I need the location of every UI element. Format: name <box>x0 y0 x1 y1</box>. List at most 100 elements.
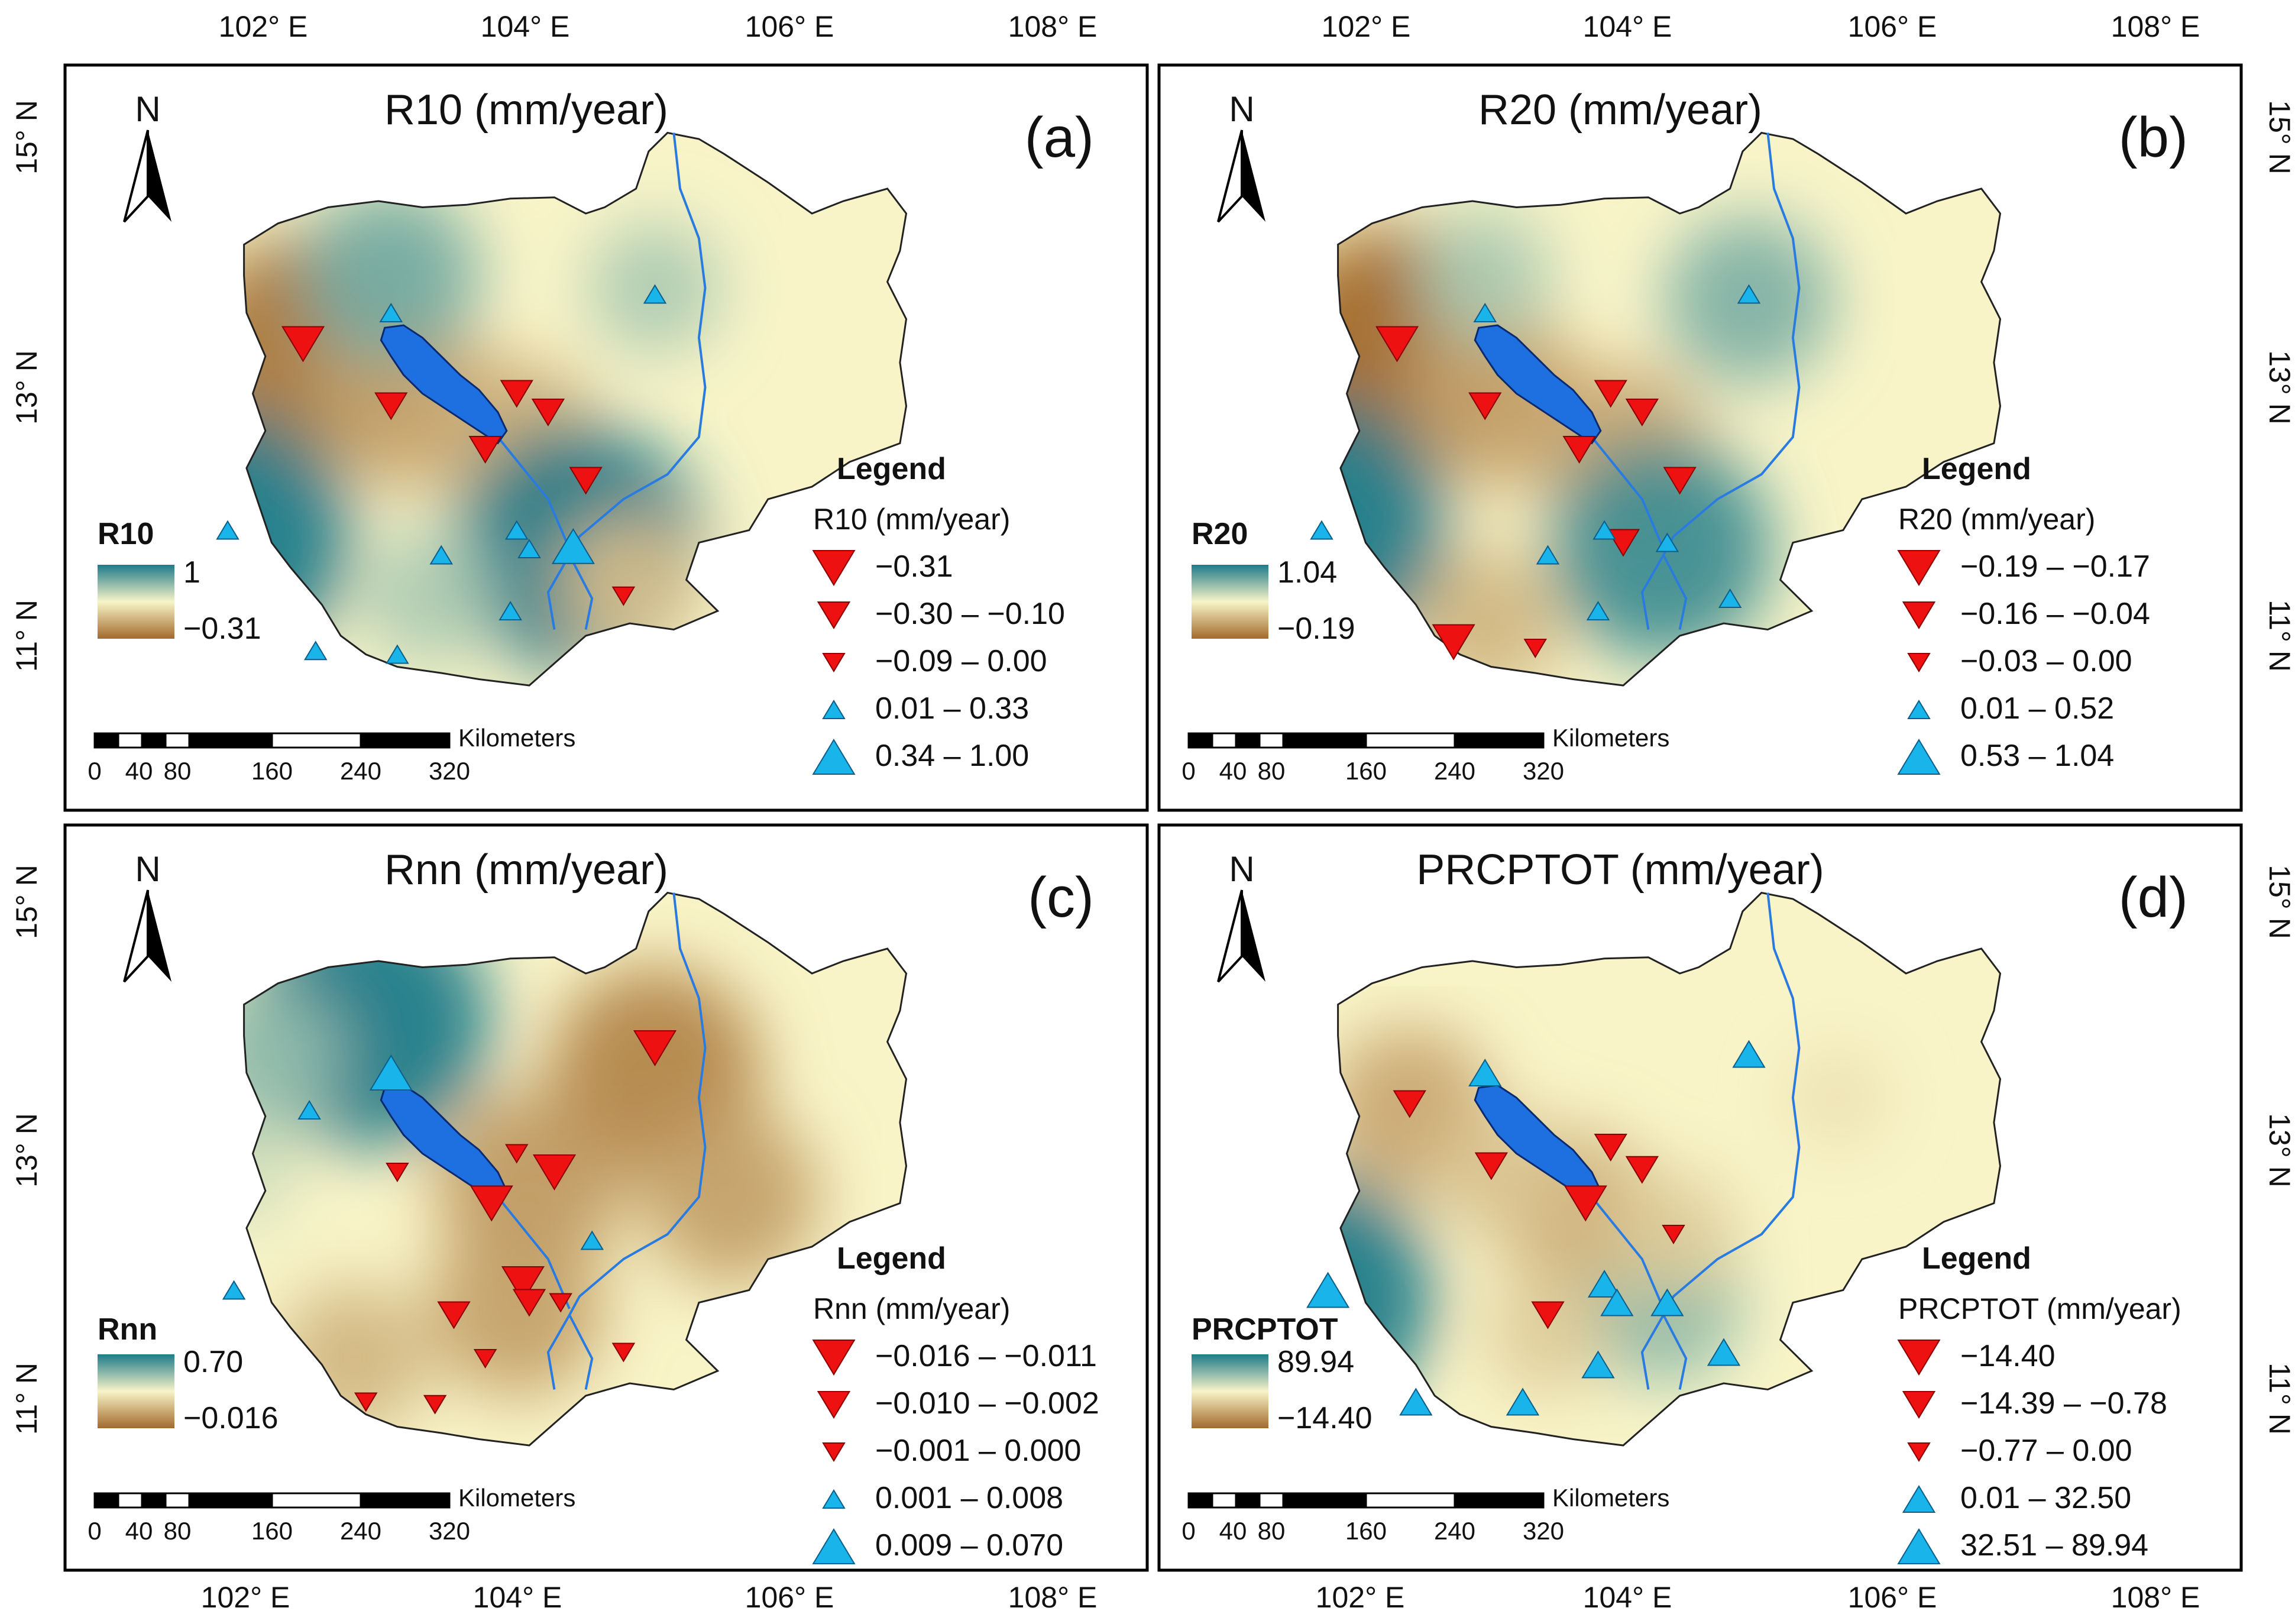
legend-class-label: −14.40 <box>1960 1339 2056 1373</box>
north-arrow-icon: N <box>123 849 171 983</box>
north-arrow-right <box>148 130 171 222</box>
bottom-longitude-label: 102° E <box>1316 1581 1405 1614</box>
legend-class-label: −0.30 – −0.10 <box>875 597 1065 631</box>
scale-tick-label: 0 <box>88 1517 101 1545</box>
legend-subtitle: R10 (mm/year) <box>813 503 1010 536</box>
station-increase <box>1737 284 1761 304</box>
station-decrease <box>1594 380 1627 408</box>
right-latitude-label: 11° N <box>2263 1363 2295 1435</box>
scale-segment <box>360 1492 451 1509</box>
bassac-river <box>1640 554 1665 630</box>
top-longitude-label: 108° E <box>1008 10 1098 43</box>
scale-segment <box>271 732 362 749</box>
station-increase <box>1732 1040 1766 1068</box>
legend-class-label: 0.001 – 0.008 <box>875 1481 1063 1515</box>
station-decrease <box>512 1289 546 1317</box>
station-increase <box>1581 1350 1615 1379</box>
legend-class-label: −0.03 – 0.00 <box>1960 644 2132 678</box>
north-label: N <box>135 849 160 889</box>
panel-label: (c) <box>1028 866 1094 929</box>
scale-segment <box>1282 1492 1367 1509</box>
station-decrease <box>473 1349 497 1369</box>
station-increase <box>1536 545 1560 565</box>
legend-class-label: −0.16 – −0.04 <box>1960 597 2150 631</box>
right-latitude-label: 13° N <box>2263 1113 2295 1188</box>
station-increase <box>1506 1387 1540 1416</box>
bottom-longitude-label: 106° E <box>1848 1581 1937 1614</box>
station-decrease <box>1625 1156 1659 1184</box>
ramp-name: R10 <box>98 517 154 551</box>
scale-segment <box>164 1492 190 1509</box>
legend-symbol <box>817 1391 851 1419</box>
station-decrease <box>1606 529 1640 557</box>
legend-symbol <box>1902 1485 1936 1513</box>
legend-symbol <box>822 700 846 719</box>
station-increase <box>499 601 522 620</box>
north-label: N <box>1229 89 1254 129</box>
station-increase <box>1310 520 1333 540</box>
ramp-name: R20 <box>1192 517 1248 551</box>
legend-class-label: 0.01 – 0.33 <box>875 691 1029 726</box>
cambodia-outline <box>1337 131 2002 687</box>
station-increase <box>1587 1270 1621 1298</box>
scale-tick-label: 240 <box>1434 757 1475 785</box>
station-decrease <box>1375 326 1419 363</box>
legend-heading: Legend <box>1922 1241 2031 1276</box>
station-decrease <box>1468 392 1502 420</box>
scale-segment <box>1258 1492 1284 1509</box>
station-decrease <box>1523 639 1548 658</box>
legend-subtitle: R20 (mm/year) <box>1898 503 2095 536</box>
top-longitude-label: 102° E <box>1322 10 1411 43</box>
scale-unit: Kilometers <box>458 1484 575 1512</box>
station-decrease <box>437 1301 471 1329</box>
scale-segment <box>1454 732 1545 749</box>
station-decrease <box>1562 436 1596 464</box>
station-increase <box>379 303 403 322</box>
panel-title: PRCPTOT (mm/year) <box>1416 846 1824 894</box>
scale-segment <box>188 732 273 749</box>
legend-symbol <box>822 1489 846 1509</box>
top-longitude-label: 104° E <box>1583 10 1672 43</box>
scale-segment <box>271 1492 362 1509</box>
color-ramp <box>1192 565 1268 639</box>
legend-symbol <box>817 601 851 629</box>
bassac-river <box>546 1314 571 1390</box>
surface-blob <box>244 1119 294 1225</box>
station-decrease <box>1662 1225 1685 1244</box>
scale-tick-label: 0 <box>1182 757 1195 785</box>
station-decrease <box>501 1266 545 1302</box>
station-decrease <box>1625 399 1659 426</box>
right-latitude-label: 15° N <box>2263 865 2295 939</box>
station-decrease <box>374 392 408 420</box>
bottom-longitude-label: 108° E <box>2111 1581 2200 1614</box>
scale-tick-label: 320 <box>1523 1517 1564 1545</box>
left-latitude-label: 15° N <box>10 865 43 939</box>
panels: R10 (mm/year) (a) N R10 1 −0.31 Legend R10 (mm/… <box>63 63 2243 1572</box>
legend-symbol <box>812 1340 856 1376</box>
scale-tick-label: 80 <box>1258 1517 1286 1545</box>
legend-symbol <box>822 1442 846 1462</box>
scale-tick-label: 320 <box>1523 757 1564 785</box>
ramp-min: −0.31 <box>183 612 261 646</box>
panel-title: Rnn (mm/year) <box>384 846 668 894</box>
station-decrease <box>1432 624 1475 661</box>
north-arrow-icon: N <box>123 89 171 223</box>
station-decrease <box>281 326 325 363</box>
station-decrease <box>470 1185 513 1222</box>
north-label: N <box>135 89 160 129</box>
scale-segment <box>1235 1492 1261 1509</box>
bottom-longitude-label: 102° E <box>201 1581 290 1614</box>
scale-segment <box>93 732 119 749</box>
right-latitude-label: 13° N <box>2263 350 2295 425</box>
legend-class-label: −0.31 <box>875 549 953 584</box>
scale-segment <box>141 732 167 749</box>
station-increase <box>1468 1059 1502 1086</box>
station-decrease <box>423 1395 447 1415</box>
station-increase <box>1655 532 1679 552</box>
scale-tick-label: 0 <box>88 757 101 785</box>
scale-tick-label: 40 <box>1219 1517 1247 1545</box>
legend-symbol <box>812 1528 856 1564</box>
left-latitude-label: 11° N <box>10 600 43 672</box>
station-increase <box>1650 1288 1684 1316</box>
